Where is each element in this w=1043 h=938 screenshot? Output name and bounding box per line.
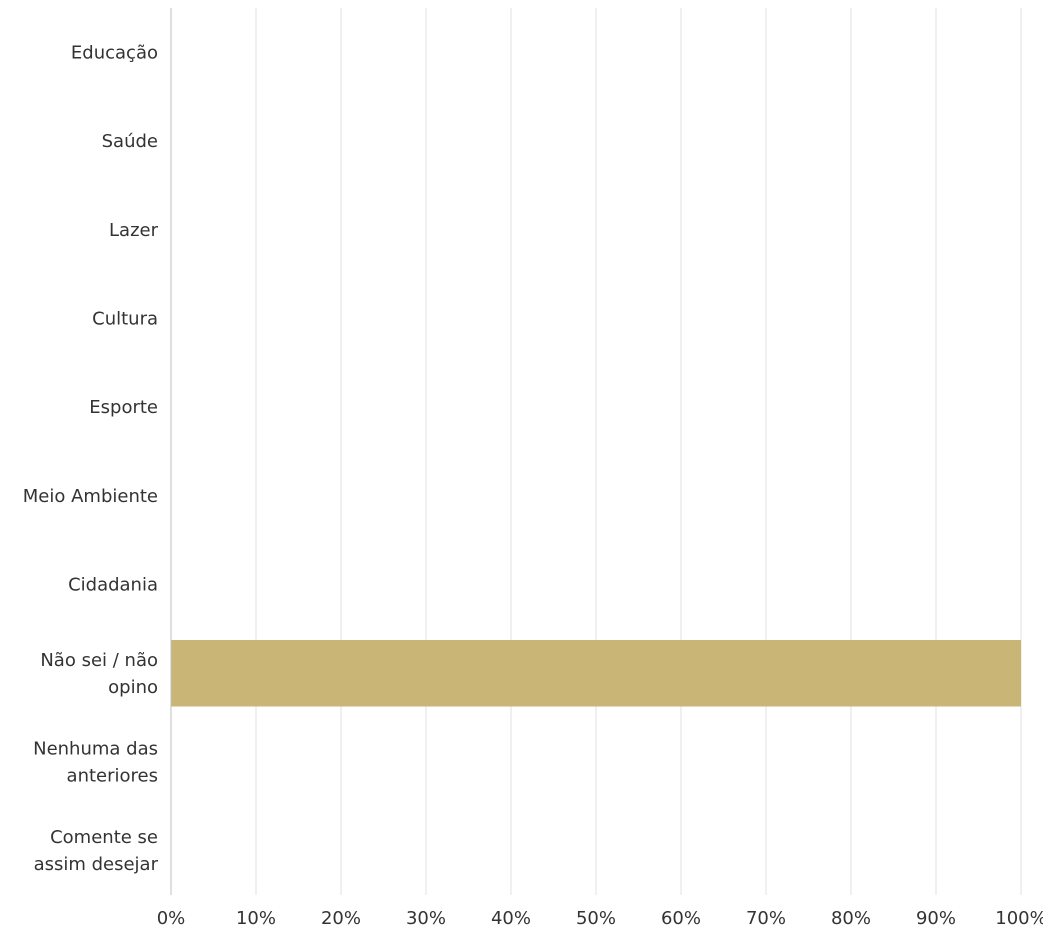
category-label-line: Esporte xyxy=(89,397,158,418)
category-label: Educação xyxy=(71,42,158,63)
category-label-line: Comente se xyxy=(50,827,158,848)
category-label-line: Nenhuma das xyxy=(33,738,158,759)
category-label-line: opino xyxy=(108,677,158,698)
category-label: Lazer xyxy=(109,220,159,241)
category-label-line: Meio Ambiente xyxy=(23,486,158,507)
category-label-line: Cultura xyxy=(92,308,158,329)
category-label: Esporte xyxy=(89,397,158,418)
x-tick-label: 10% xyxy=(236,908,276,929)
x-tick-label: 60% xyxy=(661,908,701,929)
x-tick-label: 50% xyxy=(576,908,616,929)
category-label-line: Saúde xyxy=(102,131,158,152)
category-label: Não sei / não opino xyxy=(40,650,158,698)
x-tick-label: 40% xyxy=(491,908,531,929)
category-label: Nenhuma das anteriores xyxy=(33,738,158,786)
x-tick-label: 90% xyxy=(916,908,956,929)
x-tick-label: 80% xyxy=(831,908,871,929)
x-tick-label: 0% xyxy=(157,908,186,929)
category-label: Comente se assim desejar xyxy=(34,827,159,875)
category-label-line: Cidadania xyxy=(68,575,158,596)
category-label: Saúde xyxy=(102,131,158,152)
category-label: Cultura xyxy=(92,308,158,329)
category-label: Cidadania xyxy=(68,575,158,596)
gridlines xyxy=(255,8,1022,895)
category-label: Meio Ambiente xyxy=(23,486,158,507)
category-label-line: Lazer xyxy=(109,220,159,241)
category-label-line: Não sei / não xyxy=(40,650,158,671)
bars xyxy=(171,639,1021,707)
x-tick-label: 20% xyxy=(321,908,361,929)
x-tick-label: 70% xyxy=(746,908,786,929)
category-label-line: anteriores xyxy=(67,765,158,786)
x-tick-labels: 0% 10% 20% 30% 40% 50% 60% 70% 80% 90% 100% xyxy=(157,908,1043,929)
category-label-line: Educação xyxy=(71,42,158,63)
category-labels: Educação Saúde Lazer Cultura Esporte Meio Amb… xyxy=(23,42,159,875)
x-tick-label: 100% xyxy=(995,908,1043,929)
category-label-line: assim desejar xyxy=(34,854,159,875)
x-tick-label: 30% xyxy=(406,908,446,929)
bar xyxy=(171,639,1021,707)
